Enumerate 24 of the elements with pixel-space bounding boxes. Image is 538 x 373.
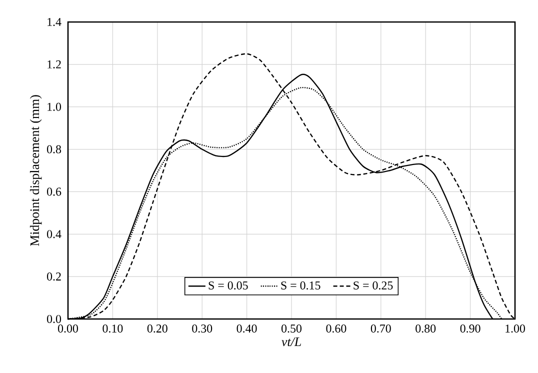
y-tick-label: 0.2 bbox=[47, 272, 61, 281]
y-tick-label: 1.2 bbox=[48, 60, 61, 68]
y-tick-label: 0.4 bbox=[47, 230, 62, 238]
x-tick-label: 0.90 bbox=[460, 324, 480, 333]
x-tick-label: 0.60 bbox=[326, 324, 346, 333]
y-tick-label: 0.8 bbox=[47, 145, 62, 154]
x-tick-label: 0.30 bbox=[192, 324, 212, 333]
x-tick-label: 0.70 bbox=[370, 324, 391, 333]
y-tick-label: 0.6 bbox=[47, 188, 62, 196]
x-tick-label: 1.00 bbox=[506, 324, 526, 333]
x-tick-label: 0.00 bbox=[58, 324, 78, 333]
x-tick-label: 0.20 bbox=[147, 324, 168, 333]
y-tick-label: 1.4 bbox=[48, 18, 62, 26]
x-tick-label: 0.10 bbox=[102, 324, 123, 333]
x-tick-label: 0.40 bbox=[236, 324, 257, 333]
x-tick-label: 0.50 bbox=[281, 324, 302, 333]
legend-label: S = 0.05 bbox=[208, 281, 248, 290]
x-tick-label: 0.80 bbox=[416, 324, 436, 333]
legend-label: S = 0.25 bbox=[354, 281, 393, 290]
x-axis-title: vt/L bbox=[282, 337, 301, 346]
y-tick-label: 0.0 bbox=[47, 314, 62, 324]
legend-label: S = 0.15 bbox=[281, 281, 320, 290]
y-axis-title: Midpoint displacement (mm) bbox=[30, 95, 42, 246]
y-tick-label: 1.0 bbox=[48, 102, 62, 111]
